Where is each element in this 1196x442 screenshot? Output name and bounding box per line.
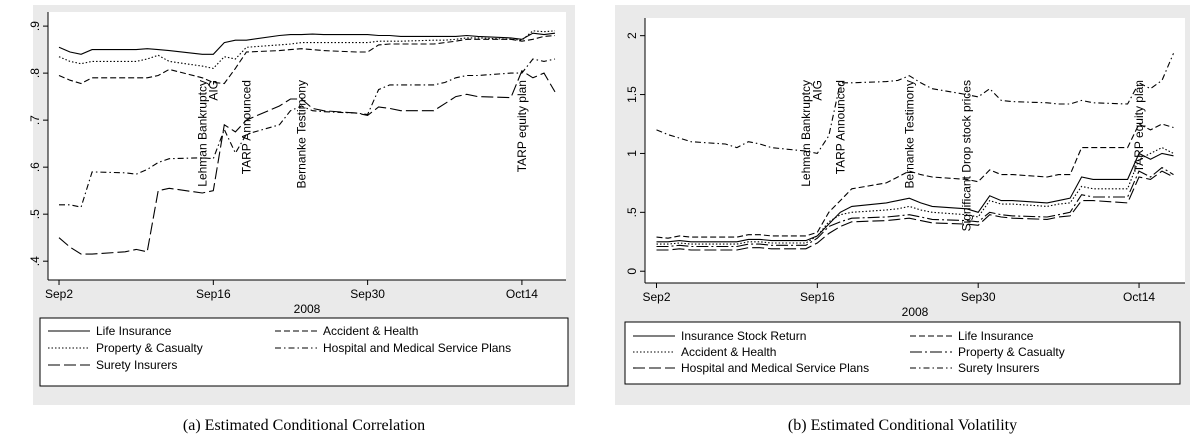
y-tick-label: .5 [28,209,42,219]
x-tick-label: Sep2 [642,290,670,304]
legend-label: Accident & Health [681,345,776,359]
annotation: Lehman Bankruptcy [799,80,813,187]
series-line [656,152,1174,243]
y-tick-label: .7 [28,115,42,125]
annotation: Significant Drop stock prices [960,80,974,231]
x-tick-label: Sep30 [961,290,996,304]
y-tick-label: 2 [625,32,639,39]
legend-label: Life Insurance [96,324,172,338]
legend-label: Surety Insurers [96,358,177,372]
series-line [58,32,556,55]
legend-label: Insurance Stock Return [681,329,806,343]
annotation: AIG [810,80,824,101]
y-tick-label: 1 [625,150,639,157]
annotation: Lehman Bankruptcy [195,80,209,187]
x-axis-title: 2008 [294,302,321,316]
y-tick-label: .5 [625,207,639,217]
x-tick-label: Sep30 [350,287,385,301]
legend-box [624,321,1181,385]
legend-box [39,317,569,387]
series-line [656,170,1174,251]
legend-label: Hospital and Medical Service Plans [323,341,511,355]
legend-label: Life Insurance [958,329,1034,343]
series-line [656,123,1174,239]
annotation: TARP equity plan [515,80,529,172]
y-tick-label: .6 [28,162,42,172]
series-line [58,69,556,255]
caption: (b) Estimated Conditional Volatility [788,417,1017,434]
annotation: TARP equity plan [1132,80,1146,172]
y-tick-label: .4 [28,256,42,266]
x-tick-label: Oct14 [506,287,538,301]
series-line [656,146,1174,245]
series-line [656,166,1174,248]
y-tick-label: .8 [28,68,42,78]
x-tick-label: Oct14 [1123,290,1155,304]
series-line [59,58,556,208]
x-tick-label: Sep16 [800,290,835,304]
legend-label: Hospital and Medical Service Plans [681,361,869,375]
annotation: Bernanke Testimony [294,80,308,189]
legend-label: Property & Casualty [958,345,1065,359]
legend-label: Surety Insurers [958,361,1039,375]
series-line [58,34,556,85]
plot-area [48,12,566,280]
y-tick-label: 0 [625,268,639,275]
annotation: Bernanke Testimony [902,80,916,189]
series-line [58,30,556,70]
legend-label: Accident & Health [323,324,418,338]
series-line [656,53,1175,155]
annotation: TARP Announced [239,80,253,174]
y-tick-label: 1.5 [625,86,639,103]
x-tick-label: Sep2 [45,287,73,301]
x-tick-label: Sep16 [196,287,231,301]
y-tick-label: .9 [28,21,42,31]
plot-area [645,18,1185,283]
caption: (a) Estimated Conditional Correlation [183,417,425,434]
annotation: TARP Announced [833,80,847,174]
annotation: AIG [206,80,220,101]
x-axis-title: 2008 [902,305,929,319]
legend-label: Property & Casualty [96,341,203,355]
